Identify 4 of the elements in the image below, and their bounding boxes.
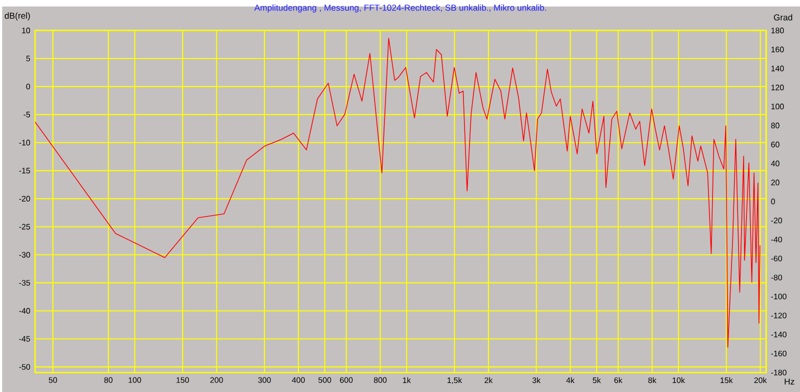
chart-title: Amplitudengang , Messung, FFT-1024-Rechteck, SB unkalib., Mikro unkalib. [254, 4, 546, 12]
y2-axis-title: Grad [774, 14, 792, 20]
y-axis-title: dB(rel) [4, 12, 30, 20]
x-axis-title: Hz [784, 378, 794, 384]
